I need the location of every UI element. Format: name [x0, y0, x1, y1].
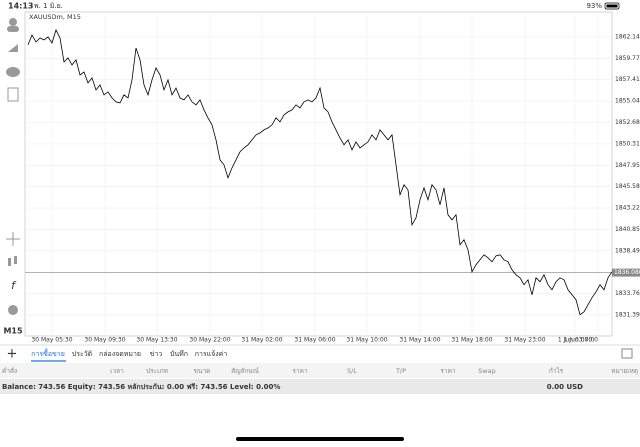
trade-icon[interactable]	[8, 44, 18, 52]
doc-icon[interactable]	[7, 87, 19, 102]
y-tick-label: 1838.490	[615, 247, 640, 254]
y-tick-label: 1840.855	[615, 226, 640, 233]
y-tick-label: 1857.410	[615, 76, 640, 83]
x-tick-label: 31 May 23:00	[504, 337, 545, 344]
chart-frame	[24, 11, 613, 337]
x-tick-label: 31 May 06:00	[294, 337, 335, 344]
x-tick-label: 31 May 14:00	[399, 337, 440, 344]
tab[interactable]: การซื้อขาย	[31, 347, 65, 358]
crosshair-icon[interactable]	[6, 232, 20, 246]
chat-icon[interactable]	[6, 67, 20, 77]
layout-icon[interactable]	[621, 348, 633, 359]
y-tick-label: 1833.760	[615, 290, 640, 297]
indicator-icon[interactable]: f	[11, 279, 17, 292]
tab[interactable]: ข่าว	[150, 350, 163, 358]
tab[interactable]: บันทึก	[170, 349, 188, 358]
account-summary: Balance: 743.56 Equity: 743.56 หลักประกั…	[2, 383, 280, 391]
column-header: ราคา	[440, 367, 455, 375]
table-header	[0, 363, 640, 378]
x-tick-label: 31 May 10:00	[346, 337, 387, 344]
symbol-label: XAUUSDm, M15	[29, 13, 81, 21]
column-header: ราคา	[292, 367, 307, 375]
timeframe[interactable]: M15	[3, 327, 23, 336]
y-tick-label: 1850.315	[615, 140, 640, 147]
account-profit: 0.00 USD	[547, 383, 583, 391]
plot: 1862.140 1859.775 1857.410 1855.045 1852.680…	[25, 12, 640, 344]
candle-icon	[14, 256, 17, 264]
y-tick-label: 1855.045	[615, 98, 640, 105]
x-tick-label: 30 May 05:30	[31, 337, 72, 344]
column-header: S/L	[347, 367, 357, 375]
account-icon[interactable]	[9, 18, 17, 26]
y-tick-label: 1862.140	[615, 33, 640, 40]
candle-icon[interactable]	[8, 258, 11, 266]
tab[interactable]: กล่องจดหมาย	[99, 350, 141, 358]
tab[interactable]: ประวัติ	[72, 350, 93, 358]
columns: คำสั่ง เวลา ประเภท ขนาด สัญลักษณ์ ราคา S/L T/P ร…	[2, 366, 638, 375]
add-button[interactable]: +	[7, 347, 18, 362]
column-header: หมายเหตุ	[611, 367, 638, 375]
tab[interactable]: การแจ้งค่า	[195, 350, 228, 358]
x-tick-label: 30 May 22:00	[189, 337, 230, 344]
battery-icon	[604, 2, 620, 10]
objects-icon[interactable]	[8, 305, 18, 315]
column-header: T/P	[395, 367, 406, 375]
price-line	[27, 28, 613, 316]
x-tick-label: 30 May 13:30	[136, 337, 177, 344]
x-tick-label: 30 May 09:30	[84, 337, 125, 344]
y-tick-label: 1852.680	[615, 119, 640, 126]
column-header: Swap	[478, 367, 496, 375]
account-row	[0, 379, 640, 394]
y-tick-label: 1843.220	[615, 205, 640, 212]
column-header: สัญลักษณ์	[231, 367, 259, 375]
x-tick-label: 31 May 18:00	[451, 337, 492, 344]
x-tick-label: 31 May 02:00	[241, 337, 282, 344]
y-tick-label: 1845.585	[615, 183, 640, 190]
column-header: ประเภท	[146, 367, 168, 375]
column-header: เวลา	[110, 367, 124, 375]
current-price-box	[612, 268, 640, 277]
home-indicator	[236, 437, 404, 441]
column-header: กำไร	[549, 367, 564, 375]
y-tick-label: 1831.395	[615, 311, 640, 318]
y-tick-label: 1847.950	[615, 162, 640, 169]
clock: 14:13	[8, 2, 33, 11]
x-tick-label: 1 Jun 03:00	[558, 337, 592, 344]
battery-level	[606, 4, 618, 8]
left-toolbar: f	[6, 18, 20, 315]
battery-percent: 93%	[586, 2, 602, 10]
column-header: ขนาด	[194, 367, 211, 375]
column-header: คำสั่ง	[2, 366, 17, 375]
current-price-label: 1836.080	[614, 269, 640, 276]
date: พ. 1 มิ.ย.	[34, 2, 63, 10]
y-tick-label: 1859.775	[615, 55, 640, 62]
account-icon-body	[7, 26, 19, 32]
tabs: การซื้อขาย ประวัติ กล่องจดหมาย ข่าว บันทึก กา…	[31, 347, 228, 362]
x-tick-label: 1 Jun 07:00	[564, 337, 598, 344]
